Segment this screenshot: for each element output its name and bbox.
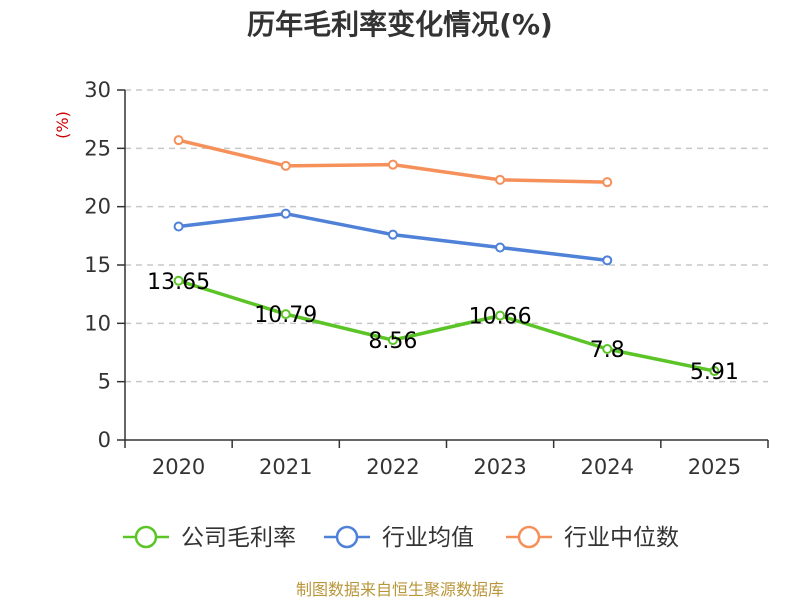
chart-title: 历年毛利率变化情况(%) [247,8,553,41]
series-line [176,279,717,373]
legend-label: 行业均值 [382,525,474,551]
data-point [173,221,184,232]
legend-marker [134,525,158,549]
series-group [173,135,720,377]
data-point [387,229,398,240]
data-label: 10.79 [254,303,317,328]
data-label: 5.91 [690,360,739,385]
data-label: 8.56 [368,329,417,354]
grid-lines [125,89,768,383]
data-point [387,335,398,346]
legend-item[interactable]: 行业均值 [324,525,474,551]
data-point [173,275,184,286]
legend-item[interactable]: 公司毛利率 [123,525,296,551]
data-point [280,309,291,320]
y-axis-unit: (%) [53,111,72,139]
data-point [495,174,506,185]
data-label: 13.65 [147,270,210,295]
legend-label: 公司毛利率 [181,525,296,551]
data-point [602,177,613,188]
data-point [280,208,291,219]
x-tick-label: 2024 [581,455,634,479]
y-tick-label: 20 [84,195,111,219]
legend-label: 行业中位数 [564,525,679,551]
legend-marker [517,525,541,549]
y-tick-label: 25 [84,136,111,160]
x-tick-label: 2021 [259,455,312,479]
x-tick-label: 2023 [473,455,526,479]
y-tick-label: 5 [98,370,111,394]
legend: 公司毛利率 行业均值 行业中位数 [123,525,679,551]
data-label: 7.8 [590,338,625,363]
data-point [280,160,291,171]
x-tick-label: 2020 [152,455,205,479]
footer-source: 制图数据来自恒生聚源数据库 [296,580,504,599]
legend-marker [335,525,359,549]
y-tick-label: 0 [98,428,111,452]
data-point [602,255,613,266]
data-point [495,310,506,321]
data-point [495,242,506,253]
data-point [709,366,720,377]
data-label: 10.66 [469,305,532,330]
y-tick-label: 10 [84,311,111,335]
data-point [387,159,398,170]
y-tick-label: 30 [84,78,111,102]
data-point [173,135,184,146]
y-tick-label: 15 [84,253,111,277]
legend-item[interactable]: 行业中位数 [506,525,679,551]
x-tick-label: 2025 [688,455,741,479]
data-labels: 13.65 10.79 8.56 10.66 7.8 5.91 [147,270,739,385]
x-tick-label: 2022 [366,455,419,479]
data-point [602,344,613,354]
